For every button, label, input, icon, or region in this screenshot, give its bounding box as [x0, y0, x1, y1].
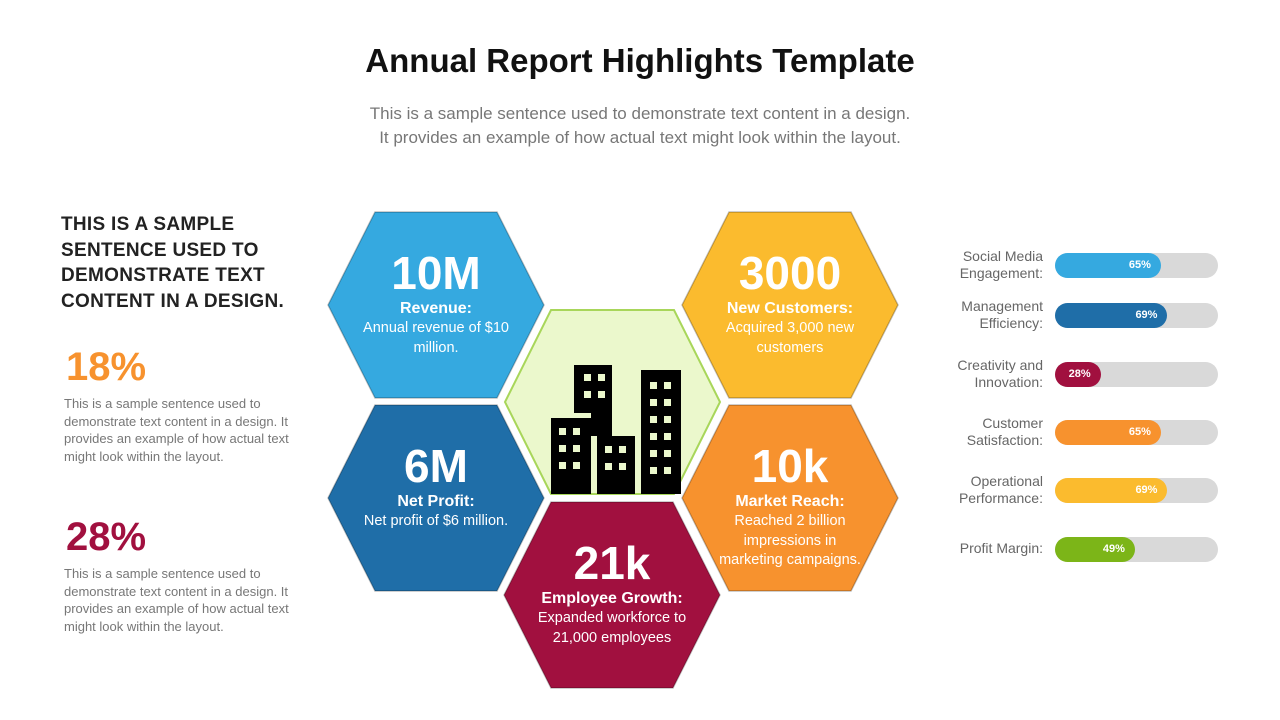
hex-label: Net Profit: — [397, 493, 475, 510]
bar-label: Creativity and Innovation: — [957, 357, 1043, 390]
bar-track: 65% — [1055, 420, 1218, 445]
hex-value: 3000 — [738, 247, 842, 299]
hex-text: Annual revenue of $10 million. — [363, 320, 509, 356]
hexagon-content: 3000 New Customers: Acquired 3,000 new cus… — [690, 247, 890, 358]
hexagon-content: 10M Revenue: Annual revenue of $10 million… — [336, 247, 536, 358]
bar: 69% — [1055, 478, 1168, 503]
subtitle: This is a sample sentence used to demons… — [369, 104, 911, 123]
stat-value: 18% — [66, 345, 147, 389]
bar: 65% — [1055, 253, 1161, 278]
bar-track: 69% — [1055, 303, 1218, 328]
hex-value: 10M — [391, 247, 481, 299]
bar: 65% — [1055, 420, 1161, 445]
hexagon — [327, 211, 545, 399]
hex-label: Revenue: — [399, 300, 473, 317]
bar-value-label: 65% — [1128, 426, 1151, 438]
hex-label: New Customers: — [726, 300, 854, 317]
hex-value: 10k — [751, 440, 829, 492]
bar-value-label: 28% — [1068, 368, 1091, 380]
hex-value: 21k — [573, 537, 651, 589]
hex-text: Acquired 3,000 new customers — [725, 320, 855, 356]
bar-label: Social Media Engagement: — [959, 248, 1043, 281]
building-icon — [551, 365, 681, 494]
bar-label: Management Efficiency: — [961, 298, 1043, 331]
bar-track: 69% — [1055, 478, 1218, 503]
bar-label: Operational Performance: — [958, 473, 1043, 506]
bar-label: Profit Margin: — [959, 540, 1043, 556]
stat-text: This is a sample sentence used to demons… — [64, 566, 289, 634]
hex-label: Employee Growth: — [541, 590, 683, 607]
hex-label: Market Reach: — [735, 493, 845, 510]
bar-value-label: 49% — [1102, 543, 1125, 555]
left-heading: THIS IS A SAMPLE SENTENCE USED TO DEMONS… — [61, 214, 285, 312]
hex-text: Net profit of $6 million. — [363, 513, 509, 529]
bar-value-label: 69% — [1135, 309, 1158, 321]
hexagon — [503, 501, 721, 689]
bar-track: 65% — [1055, 253, 1218, 278]
bar: 69% — [1055, 303, 1168, 328]
bar: 49% — [1055, 537, 1135, 562]
hex-text: Expanded workforce to 21,000 employees — [537, 610, 687, 646]
bar-value-label: 65% — [1128, 259, 1151, 271]
title: Annual Report Highlights Template — [365, 42, 915, 79]
bar-track: 49% — [1055, 537, 1218, 562]
stat-text: This is a sample sentence used to demons… — [64, 396, 289, 464]
hex-value: 6M — [404, 440, 468, 492]
hex-text: Reached 2 billion impressions in marketi… — [719, 513, 861, 568]
hexagon — [327, 404, 545, 592]
hexagon — [681, 211, 899, 399]
bar-value-label: 69% — [1135, 484, 1158, 496]
bar-track: 28% — [1055, 362, 1218, 387]
bar-label: Customer Satisfaction: — [966, 415, 1043, 448]
stat-value: 28% — [66, 515, 147, 559]
subtitle: It provides an example of how actual tex… — [379, 128, 901, 147]
bar: 28% — [1055, 362, 1101, 387]
hexagon-content: 6M Net Profit: Net profit of $6 million. — [336, 440, 536, 532]
hexagon-content: 10k Market Reach: Reached 2 billion impres… — [690, 440, 890, 571]
hexagon-content: 21k Employee Growth: Expanded workforce to… — [512, 537, 712, 648]
hexagon — [681, 404, 899, 592]
